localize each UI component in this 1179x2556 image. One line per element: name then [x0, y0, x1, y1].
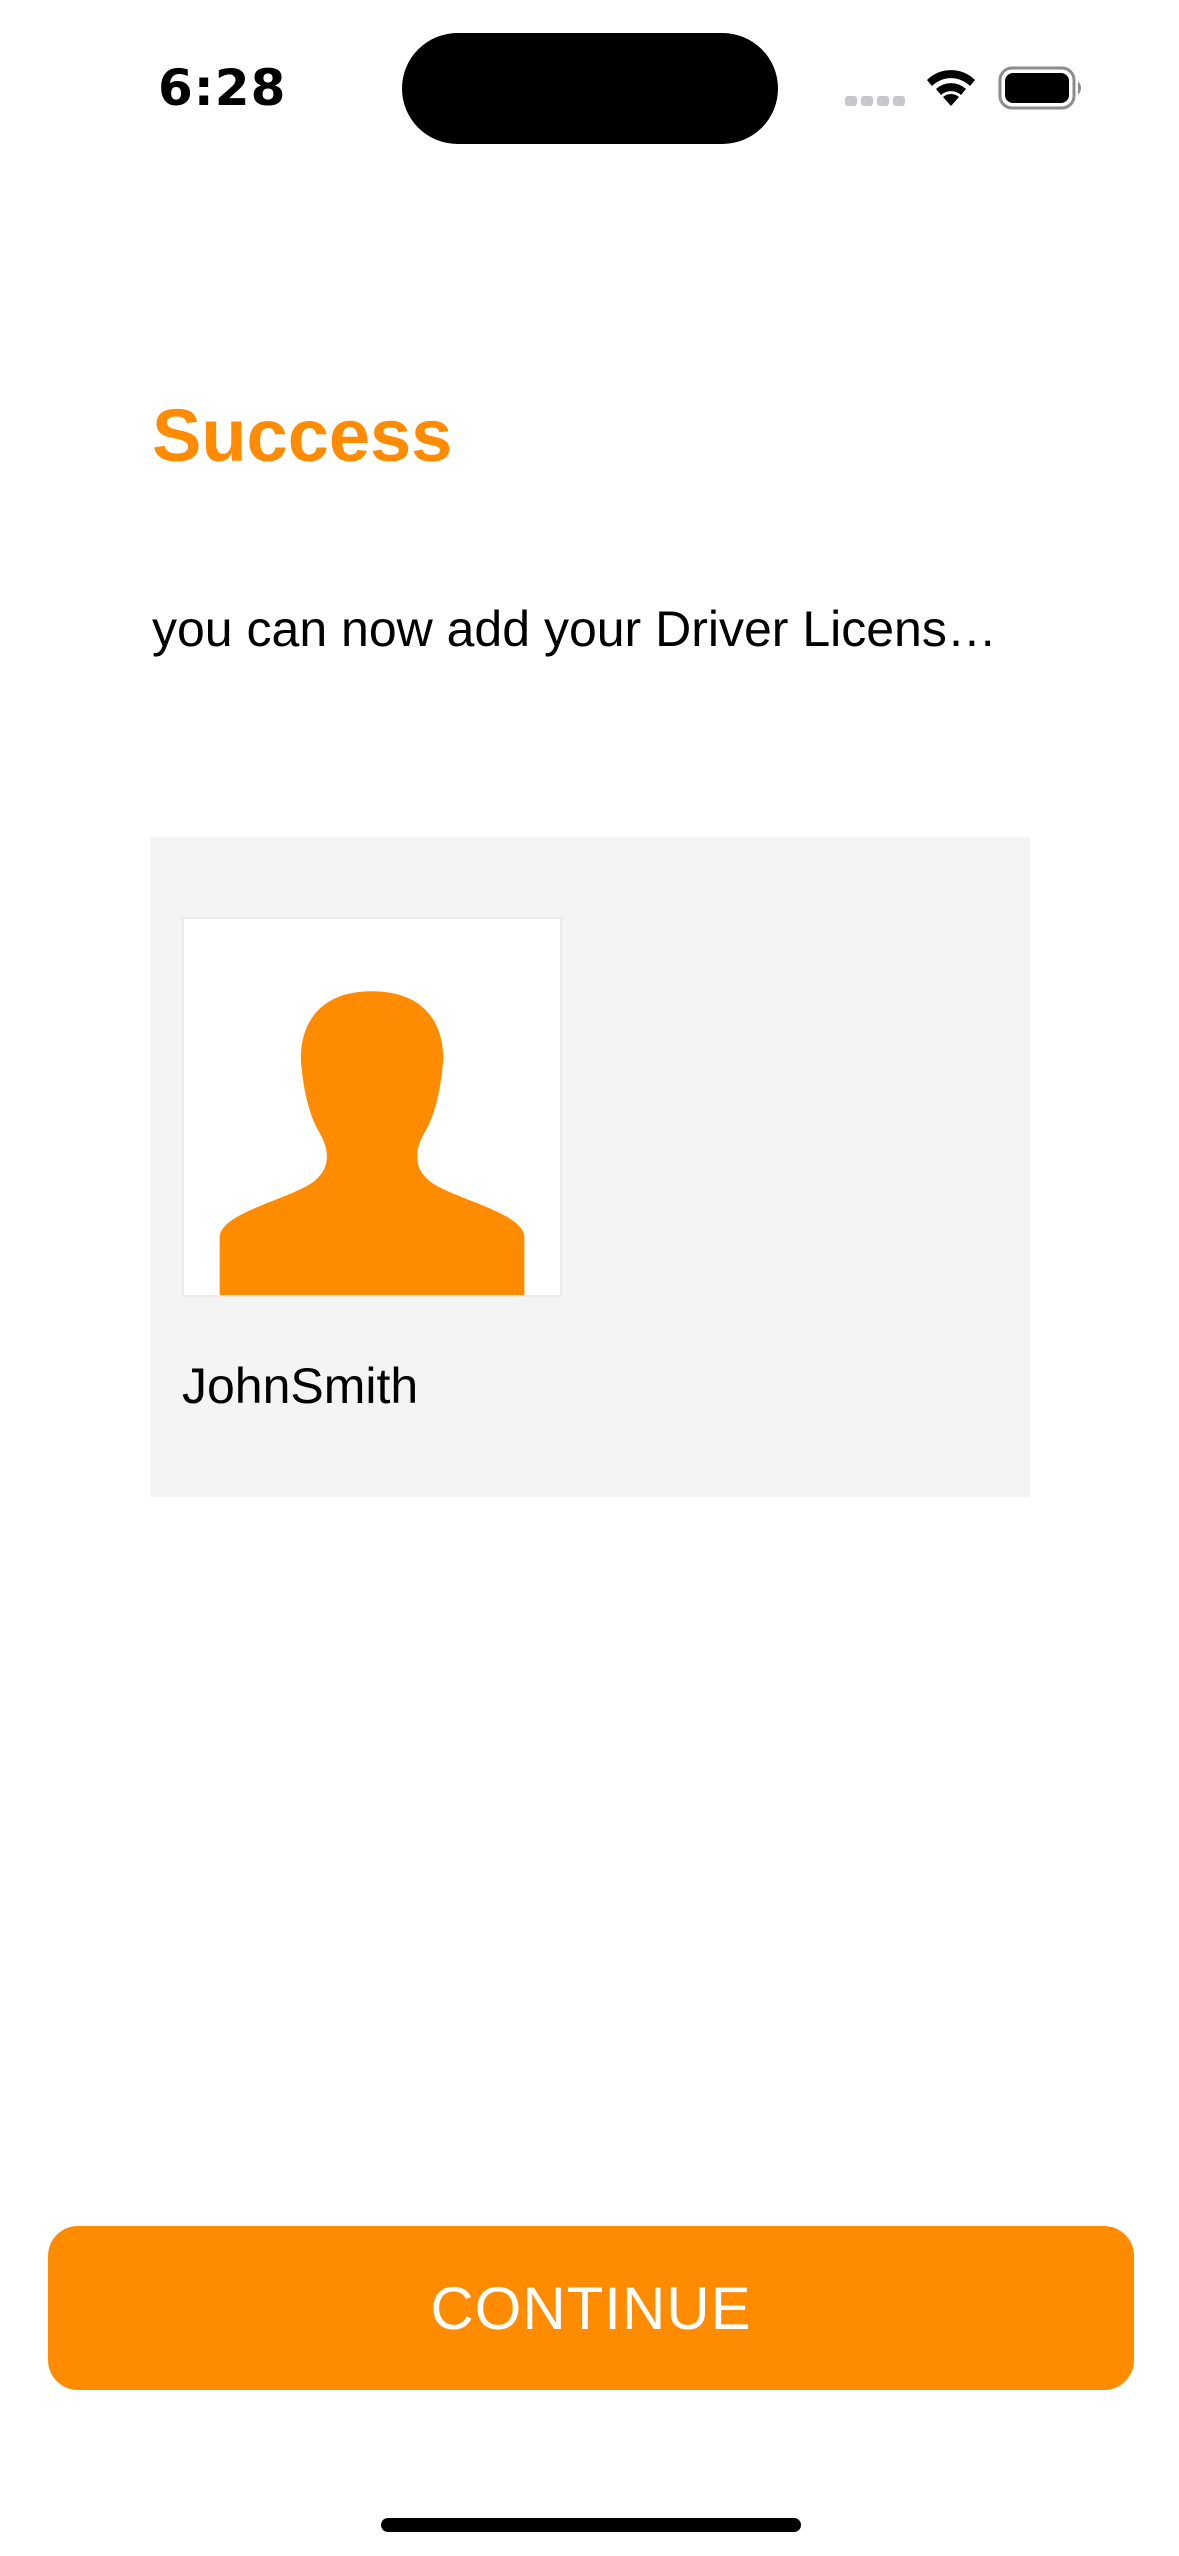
- profile-name: JohnSmith: [182, 1358, 419, 1414]
- profile-card[interactable]: JohnSmith: [150, 837, 1030, 1497]
- success-message: you can now add your Driver Licens…: [152, 601, 997, 657]
- continue-button[interactable]: CONTINUE: [48, 2226, 1134, 2390]
- dynamic-island: [402, 33, 778, 144]
- status-time: 6:28: [158, 59, 287, 117]
- cellular-signal-icon: [845, 96, 905, 106]
- wifi-icon: [927, 70, 975, 106]
- home-indicator[interactable]: [381, 2518, 801, 2532]
- battery-icon: [998, 66, 1081, 110]
- person-silhouette-icon: [219, 991, 525, 1295]
- page-title: Success: [152, 394, 453, 477]
- avatar: [182, 917, 562, 1297]
